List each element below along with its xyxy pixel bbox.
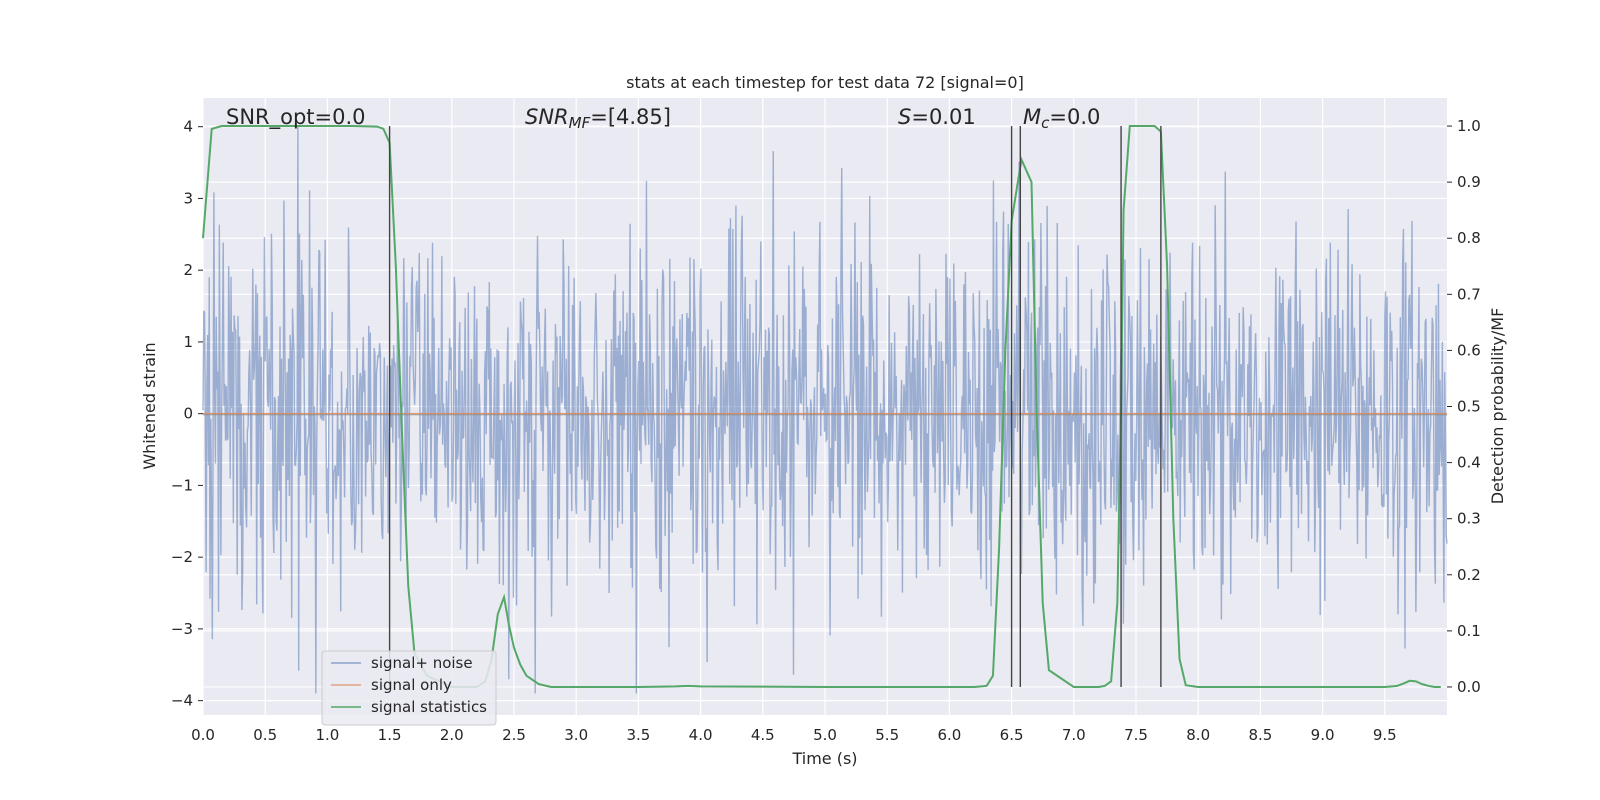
mc-symbol: M	[1023, 105, 1041, 129]
x-tick-labels: 0.0 0.5 1.0 1.5 2.0 2.5 3.0 3.5 4.0 4.5 5.0 5.5 6.0 6…	[191, 726, 1397, 744]
statistics-line	[202, 125, 1441, 688]
x-tick-label: 3.0	[564, 726, 588, 744]
y-right-tick-label: 0.8	[1457, 229, 1481, 247]
y-right-tick-label: 0.2	[1457, 566, 1481, 584]
x-tick-label: 3.5	[626, 726, 650, 744]
y-left-tick-label: −1	[171, 476, 193, 494]
x-tick-label: 6.0	[937, 726, 961, 744]
y-left-axis-label: Whitened strain	[140, 342, 159, 469]
s-symbol: S	[898, 105, 911, 129]
y-right-tick-labels: 1.0 0.9 0.8 0.7 0.6 0.5 0.4 0.3 0.2 0.1 0.0	[1447, 117, 1481, 696]
x-tick-label: 5.0	[813, 726, 837, 744]
x-tick-label: 2.5	[502, 726, 526, 744]
snr-mf-symbol: SNR	[525, 105, 569, 129]
annotation-snr-mf: SNRMF=[4.85]	[525, 105, 671, 132]
x-tick-label: 1.5	[378, 726, 402, 744]
legend-label-signal-noise: signal+ noise	[371, 654, 473, 672]
s-value: =0.01	[911, 105, 975, 129]
x-tick-label: 7.5	[1124, 726, 1148, 744]
x-tick-label: 0.0	[191, 726, 215, 744]
y-left-tick-labels: 4 3 2 1 0 −1 −2 −3 −4	[171, 118, 203, 710]
mc-subscript: c	[1041, 114, 1050, 132]
mc-value: =0.0	[1049, 105, 1100, 129]
y-left-tick-label: −2	[171, 548, 193, 566]
y-left-tick-label: 4	[183, 118, 193, 136]
x-tick-label: 4.5	[751, 726, 775, 744]
vertical-markers	[388, 126, 1162, 687]
y-right-tick-label: 0.3	[1457, 510, 1481, 528]
y-right-axis-label: Detection probability/MF	[1488, 308, 1507, 505]
y-right-tick-label: 0.1	[1457, 622, 1481, 640]
legend: signal+ noise signal only signal statist…	[321, 650, 497, 726]
series-signal-noise	[202, 126, 1448, 694]
x-tick-label: 4.0	[689, 726, 713, 744]
y-right-tick-label: 0.5	[1457, 398, 1481, 416]
series-signal-only	[203, 412, 1447, 416]
legend-label-signal-only: signal only	[371, 676, 452, 694]
x-tick-label: 5.5	[875, 726, 899, 744]
y-right-tick-label: 0.6	[1457, 341, 1481, 359]
x-tick-label: 7.0	[1062, 726, 1086, 744]
annotation-s: S=0.01	[898, 105, 976, 129]
x-tick-label: 1.0	[315, 726, 339, 744]
legend-box	[321, 650, 497, 726]
snr-mf-subscript: MF	[569, 114, 591, 132]
y-right-tick-label: 0.4	[1457, 454, 1481, 472]
x-axis-label: Time (s)	[791, 749, 857, 768]
annotation-snr-opt: SNR_opt=0.0	[226, 105, 366, 130]
chart-title: stats at each timestep for test data 72 …	[626, 73, 1024, 92]
y-left-tick-label: −4	[171, 692, 193, 710]
x-tick-label: 6.5	[1000, 726, 1024, 744]
legend-label-signal-statistics: signal statistics	[371, 698, 487, 716]
y-left-tick-label: 0	[183, 405, 193, 423]
y-left-tick-label: −3	[171, 620, 193, 638]
annotation-mc: Mc=0.0	[1023, 105, 1100, 132]
y-left-tick-label: 1	[183, 333, 193, 351]
y-right-tick-label: 0.0	[1457, 678, 1481, 696]
y-left-tick-label: 3	[183, 189, 193, 207]
x-tick-label: 8.5	[1248, 726, 1272, 744]
x-tick-label: 9.5	[1373, 726, 1397, 744]
x-tick-label: 0.5	[253, 726, 277, 744]
x-tick-label: 8.0	[1186, 726, 1210, 744]
x-tick-label: 9.0	[1311, 726, 1335, 744]
y-right-tick-label: 1.0	[1457, 117, 1481, 135]
x-tick-label: 2.0	[440, 726, 464, 744]
snr-mf-value: =[4.85]	[590, 105, 671, 129]
y-right-tick-label: 0.9	[1457, 173, 1481, 191]
series-signal-statistics	[202, 125, 1441, 688]
noise-line	[202, 126, 1448, 694]
y-right-tick-label: 0.7	[1457, 285, 1481, 303]
y-left-tick-label: 2	[183, 261, 193, 279]
